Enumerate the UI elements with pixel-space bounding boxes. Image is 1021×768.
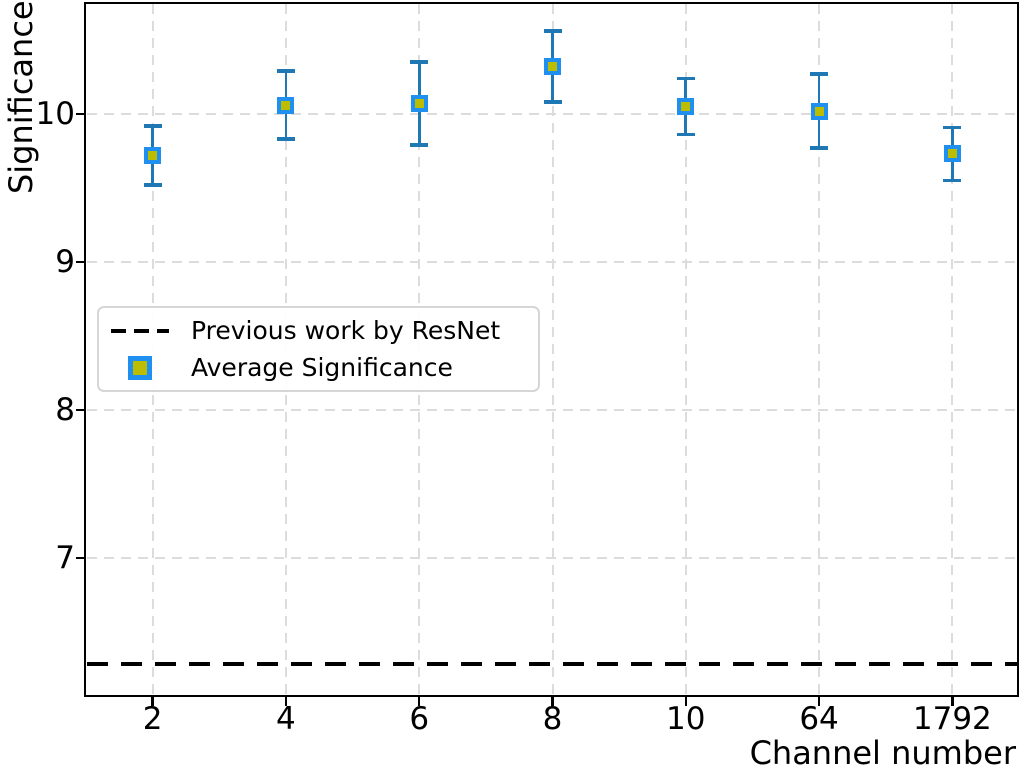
data-point-marker (277, 96, 295, 114)
error-bar-cap-top (943, 125, 962, 130)
grid-line-horizontal (87, 408, 1018, 411)
data-point-marker (810, 102, 828, 120)
x-tick-label: 10 (666, 701, 706, 737)
grid-line-vertical (551, 4, 554, 696)
error-bar-line (284, 71, 288, 140)
legend-label-resnet: Previous work by ResNet (191, 316, 501, 345)
y-tick (76, 556, 85, 560)
legend-item-average-significance: Average Significance (110, 353, 538, 382)
x-tick-label: 64 (799, 701, 839, 737)
error-bar-line (151, 125, 155, 185)
x-tick-label: 1792 (912, 701, 992, 737)
grid-line-horizontal (87, 556, 1018, 559)
legend-label-average-significance: Average Significance (191, 353, 453, 382)
grid-line-horizontal (87, 260, 1018, 263)
error-bar-cap-bottom (143, 183, 162, 187)
x-axis-label: Channel number (749, 734, 1016, 768)
data-point-marker (544, 58, 561, 76)
legend-item-resnet: Previous work by ResNet (110, 316, 538, 345)
error-bar-cap-bottom (676, 132, 695, 137)
error-bar-cap-top (676, 76, 695, 81)
error-bar-cap-bottom (410, 143, 429, 147)
dashed-line-icon (111, 328, 169, 333)
error-bar-cap-top (143, 124, 162, 128)
error-bar-cap-bottom (543, 100, 562, 104)
error-bar-line (417, 62, 421, 146)
legend-sample-area (110, 355, 170, 380)
y-tick (76, 408, 85, 412)
grid-line-vertical (684, 4, 687, 696)
y-tick-label: 10 (35, 95, 75, 132)
x-tick-label: 2 (142, 701, 163, 737)
error-bar-line (684, 78, 688, 135)
data-point-marker (410, 95, 428, 113)
grid-line-horizontal (87, 112, 1018, 115)
error-bar-cap-top (810, 72, 829, 76)
x-tick-label: 8 (542, 701, 563, 737)
x-tick-label: 4 (276, 701, 296, 737)
grid-line-vertical (818, 4, 821, 696)
error-bar-cap-bottom (276, 137, 295, 141)
resnet-dashed-line (87, 662, 1018, 667)
data-point-marker (677, 98, 695, 116)
error-bar-cap-bottom (810, 146, 829, 150)
error-bar-line (551, 31, 554, 103)
y-tick (76, 112, 85, 116)
error-bar-cap-top (410, 60, 429, 64)
error-bar-cap-top (276, 69, 295, 73)
data-point-marker (943, 145, 961, 163)
error-bar-cap-bottom (943, 178, 962, 183)
y-tick (76, 260, 85, 264)
y-tick-label: 9 (55, 243, 75, 280)
error-bar-cap-top (543, 29, 562, 33)
y-tick-label: 8 (55, 391, 75, 428)
legend: Previous work by ResNet Average Signific… (97, 306, 540, 392)
x-tick-label: 6 (409, 701, 430, 737)
y-tick-label: 7 (55, 539, 75, 576)
data-point-marker (144, 146, 162, 164)
error-bar-line (950, 127, 954, 181)
square-marker-icon (128, 355, 152, 380)
legend-sample-area (110, 328, 170, 333)
grid-line-vertical (951, 4, 954, 696)
error-bar-line (817, 74, 821, 148)
